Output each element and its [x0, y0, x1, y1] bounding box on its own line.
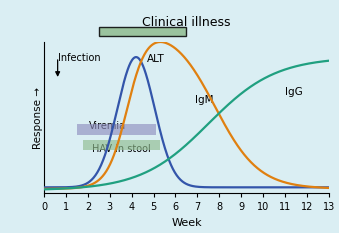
Text: HAV in stool: HAV in stool	[92, 144, 151, 154]
Text: Clinical illness: Clinical illness	[142, 16, 231, 29]
Text: Viremia: Viremia	[89, 121, 126, 131]
Text: IgG: IgG	[285, 87, 303, 97]
Y-axis label: Response →: Response →	[33, 87, 43, 149]
Text: ALT: ALT	[147, 54, 165, 64]
Bar	[77, 124, 156, 135]
Text: Infection: Infection	[58, 52, 100, 62]
Text: IgM: IgM	[195, 95, 214, 105]
Bar	[83, 140, 160, 150]
X-axis label: Week: Week	[171, 218, 202, 228]
